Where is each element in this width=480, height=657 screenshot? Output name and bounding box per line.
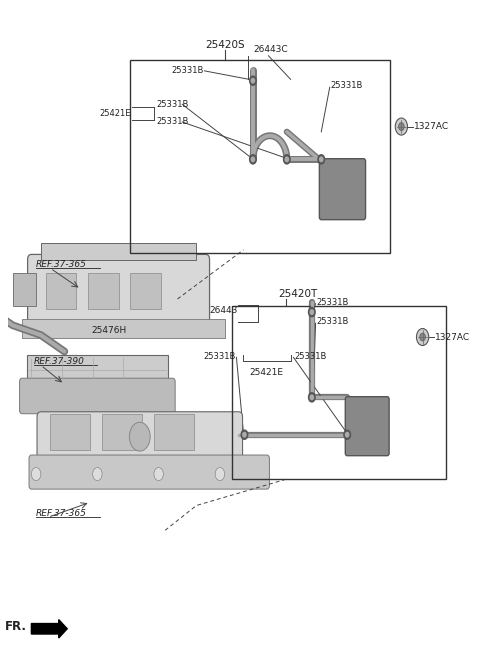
Text: 25331B: 25331B — [316, 298, 349, 307]
Circle shape — [318, 155, 324, 164]
Bar — [12, 273, 36, 306]
FancyBboxPatch shape — [37, 412, 242, 465]
Bar — [41, 243, 196, 260]
FancyBboxPatch shape — [345, 397, 389, 456]
FancyBboxPatch shape — [20, 378, 175, 414]
Text: 25421E: 25421E — [100, 109, 132, 118]
Bar — [46, 273, 76, 309]
Bar — [27, 355, 168, 382]
Circle shape — [250, 76, 256, 85]
Text: 25331B: 25331B — [294, 351, 327, 361]
Text: 25331B: 25331B — [331, 81, 363, 91]
Text: REF.37-390: REF.37-390 — [34, 357, 84, 366]
Text: REF.37-365: REF.37-365 — [36, 509, 87, 518]
Circle shape — [420, 333, 425, 341]
Circle shape — [215, 468, 225, 481]
Bar — [232, 306, 446, 480]
Circle shape — [310, 395, 313, 399]
Text: 25420S: 25420S — [205, 40, 244, 50]
Circle shape — [154, 468, 163, 481]
Text: 25331B: 25331B — [203, 351, 236, 361]
Text: 1327AC: 1327AC — [435, 332, 470, 342]
Circle shape — [395, 118, 408, 135]
Bar — [88, 273, 119, 309]
Circle shape — [310, 310, 313, 315]
Circle shape — [31, 468, 41, 481]
Circle shape — [344, 430, 350, 440]
Circle shape — [243, 432, 246, 437]
Text: 25420T: 25420T — [278, 289, 317, 299]
Bar — [131, 273, 161, 309]
Circle shape — [93, 468, 102, 481]
Text: 25331B: 25331B — [171, 66, 204, 76]
FancyBboxPatch shape — [28, 254, 210, 324]
Bar — [131, 60, 390, 253]
Circle shape — [250, 155, 256, 164]
Circle shape — [398, 123, 404, 131]
FancyArrow shape — [31, 620, 67, 638]
Circle shape — [309, 307, 315, 317]
FancyBboxPatch shape — [29, 455, 269, 489]
Circle shape — [251, 78, 254, 83]
Text: 25331B: 25331B — [156, 118, 189, 127]
Text: REF.37-365: REF.37-365 — [36, 260, 87, 269]
Text: 26443: 26443 — [209, 306, 237, 315]
Circle shape — [284, 155, 290, 164]
Circle shape — [320, 157, 323, 162]
FancyBboxPatch shape — [319, 159, 366, 219]
Bar — [22, 319, 225, 338]
Circle shape — [130, 422, 150, 451]
Circle shape — [346, 432, 349, 437]
Bar — [154, 414, 194, 450]
Circle shape — [285, 157, 288, 162]
Circle shape — [417, 328, 429, 346]
Bar — [50, 414, 90, 450]
Circle shape — [309, 393, 315, 402]
Text: 26443C: 26443C — [254, 45, 288, 55]
Text: 25421E: 25421E — [249, 368, 283, 377]
Text: 25331B: 25331B — [316, 317, 349, 327]
Text: 1327AC: 1327AC — [414, 122, 449, 131]
Text: FR.: FR. — [5, 620, 27, 633]
Circle shape — [241, 430, 248, 440]
Text: 25476H: 25476H — [92, 326, 127, 335]
Bar — [102, 414, 142, 450]
Circle shape — [251, 157, 254, 162]
Text: 25331B: 25331B — [156, 100, 189, 109]
